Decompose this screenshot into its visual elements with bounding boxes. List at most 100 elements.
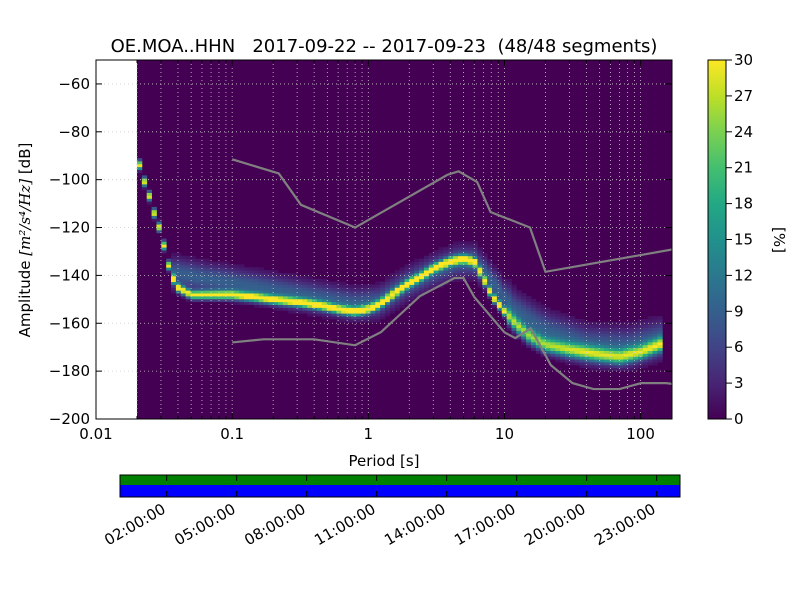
heatmap-cell: [574, 336, 580, 340]
heatmap-cell: [331, 316, 337, 320]
heatmap-cell: [613, 339, 619, 343]
heatmap-cell: [214, 281, 221, 285]
heatmap-cell: [370, 307, 376, 311]
heatmap-cell: [613, 362, 619, 366]
heatmap-cell: [394, 298, 401, 303]
heatmap-cell: [375, 293, 381, 297]
heatmap-cell: [331, 310, 337, 314]
heatmap-cell: [385, 284, 391, 288]
heatmap-cell: [579, 327, 585, 331]
heatmap-cell: [205, 273, 211, 277]
heatmap-cell: [287, 290, 294, 294]
timeline-data-segment: [610, 485, 634, 497]
heatmap-cell: [316, 310, 323, 314]
heatmap-cell: [433, 252, 439, 257]
heatmap-cell: [579, 344, 585, 349]
heatmap-cell: [535, 330, 542, 334]
heatmap-cell: [365, 284, 371, 288]
timeline-data-segment: [190, 485, 214, 497]
heatmap-cell: [209, 275, 216, 280]
heatmap-cell: [287, 293, 294, 297]
heatmap-cell: [438, 281, 444, 285]
heatmap-cell: [540, 318, 546, 323]
heatmap-cell: [321, 310, 328, 314]
heatmap-cell: [618, 339, 624, 343]
heatmap-cell: [307, 293, 313, 297]
heatmap-cell: [263, 275, 269, 280]
heatmap-cell: [341, 313, 347, 317]
heatmap-cell: [599, 344, 605, 349]
heatmap-cell: [628, 353, 634, 357]
heatmap-cell: [195, 258, 201, 262]
heatmap-cell: [560, 341, 566, 346]
heatmap-cell: [579, 339, 585, 343]
heatmap-cell: [526, 313, 532, 317]
heatmap-cell: [506, 318, 512, 323]
heatmap-cell: [273, 273, 279, 277]
heatmap-cell: [423, 284, 430, 288]
heatmap-cell: [608, 344, 615, 349]
heatmap-cell: [302, 304, 308, 308]
heatmap-cell: [316, 295, 323, 300]
heatmap-cell: [258, 293, 264, 297]
heatmap-cell: [642, 324, 649, 328]
timeline-processed-segment: [563, 475, 587, 485]
heatmap-cell: [355, 295, 362, 300]
heatmap-cell: [613, 327, 619, 331]
heatmap-cell: [511, 330, 517, 334]
heatmap-cell: [214, 278, 221, 283]
heatmap-cell: [278, 278, 284, 283]
heatmap-cell: [521, 313, 527, 317]
heatmap-cell: [569, 341, 576, 346]
heatmap-cell: [263, 298, 269, 303]
heatmap-cell: [599, 347, 605, 351]
heatmap-cell: [389, 275, 396, 280]
heatmap-cell: [521, 310, 527, 314]
heatmap-cell: [467, 264, 473, 268]
heatmap-cell: [501, 281, 508, 285]
heatmap-cell: [496, 270, 503, 274]
heatmap-cell: [404, 287, 410, 291]
heatmap-cell: [433, 264, 439, 268]
heatmap-cell: [448, 261, 454, 265]
heatmap-cell: [565, 341, 571, 346]
heatmap-cell: [414, 264, 420, 268]
heatmap-cell: [506, 313, 512, 317]
heatmap-cell: [526, 336, 532, 340]
heatmap-cell: [292, 295, 298, 300]
heatmap-cell: [409, 284, 415, 288]
heatmap-cell: [633, 327, 639, 331]
heatmap-cell: [535, 336, 542, 340]
heatmap-cell: [501, 304, 508, 308]
heatmap-cell: [433, 284, 439, 288]
heatmap-cell: [492, 301, 498, 305]
heatmap-cell: [579, 362, 585, 366]
heatmap-cell: [423, 261, 430, 265]
heatmap-cell: [642, 330, 649, 334]
heatmap-cell: [292, 281, 298, 285]
heatmap-cell: [297, 295, 303, 300]
heatmap-cell: [409, 278, 415, 283]
heatmap-cell: [375, 290, 381, 294]
heatmap-cell: [540, 307, 546, 311]
heatmap-cell: [599, 341, 605, 346]
heatmap-cell: [526, 295, 532, 300]
heatmap-cell: [394, 284, 401, 288]
heatmap-cell: [214, 298, 221, 303]
heatmap-cell: [321, 295, 328, 300]
heatmap-cell: [239, 270, 245, 274]
heatmap-cell: [579, 350, 585, 354]
heatmap-cell: [229, 275, 235, 280]
heatmap-cell: [589, 336, 595, 340]
heatmap-cell: [501, 316, 508, 320]
heatmap-cell: [443, 278, 449, 283]
heatmap-cell: [438, 250, 444, 254]
heatmap-cell: [584, 359, 590, 363]
heatmap-cell: [239, 293, 245, 297]
heatmap-cell: [433, 255, 439, 260]
heatmap-cell: [496, 295, 503, 300]
heatmap-cell: [443, 258, 449, 262]
heatmap-cell: [594, 324, 600, 328]
heatmap-cell: [234, 284, 240, 288]
heatmap-cell: [574, 330, 580, 334]
